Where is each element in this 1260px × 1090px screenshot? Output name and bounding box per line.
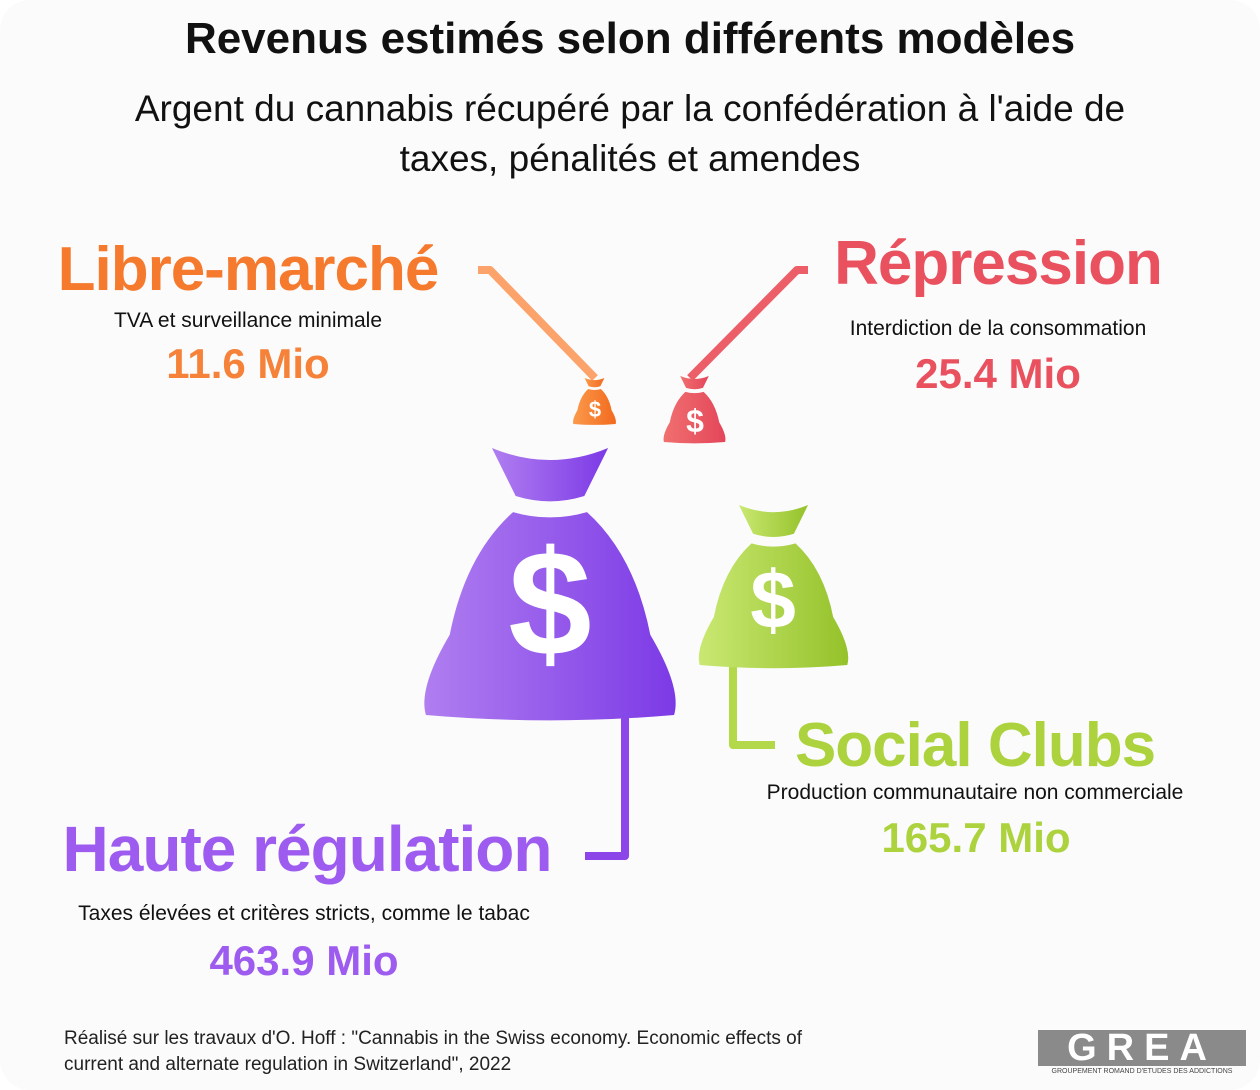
model-description: TVA et surveillance minimale [113,309,383,332]
model-amount: 25.4 Mio [915,350,1081,397]
connector [478,266,598,381]
dollar-icon: $ [508,519,591,687]
model-name: Répression [834,229,1163,298]
connector [729,658,775,749]
model-name: Haute régulation [62,813,553,885]
model-name: Libre-marché [57,235,440,304]
logo: GREA [1038,1029,1246,1067]
subtitle: Argent du cannabis récupéré par la confé… [134,88,1126,179]
model-description: Interdiction de la consommation [849,317,1147,340]
dollar-icon: $ [589,397,601,422]
dollar-icon: $ [686,403,704,439]
model-name: Social Clubs [794,711,1156,780]
logo-tagline: GROUPEMENT ROMAND D'ETUDES DES ADDICTION… [1051,1068,1233,1075]
dollar-icon: $ [750,555,796,646]
model-amount: 165.7 Mio [881,814,1071,861]
model-description: Production communautaire non commerciale [766,781,1184,804]
model-amount: 463.9 Mio [209,937,399,984]
source-note: Réalisé sur les travaux d'O. Hoff : "Can… [64,1028,802,1075]
connector [585,712,629,860]
model-description: Taxes élevées et critères stricts, comme… [78,902,530,925]
model-amount: 11.6 Mio [166,340,330,387]
connector [687,266,808,381]
title: Revenus estimés selon différents modèles [184,14,1076,63]
